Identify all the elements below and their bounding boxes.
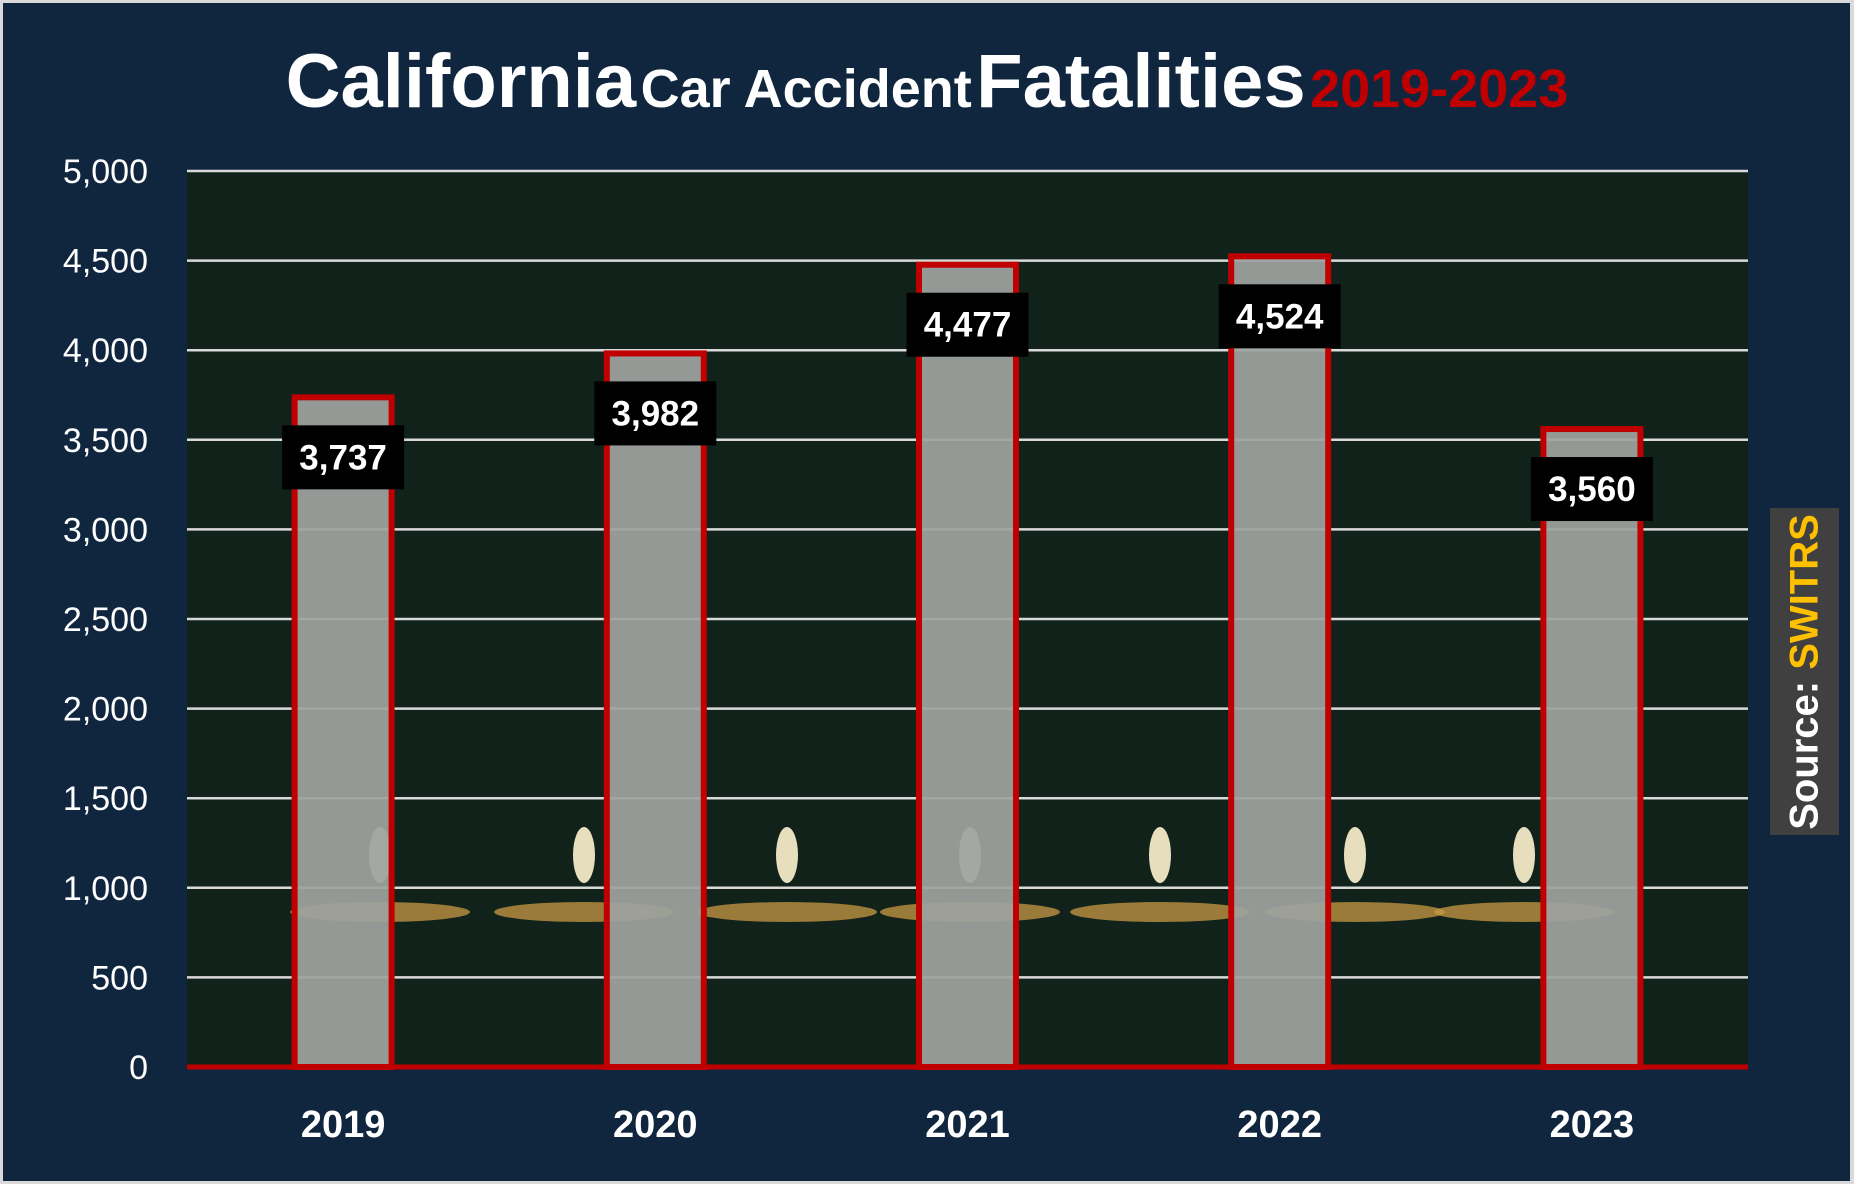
data-label: 3,737	[299, 438, 387, 477]
data-label: 3,982	[612, 394, 700, 433]
title-part-fatalities: Fatalities	[976, 39, 1306, 124]
y-tick-label: 1,000	[63, 870, 148, 908]
y-tick-label: 2,500	[63, 601, 148, 639]
flame-icon	[1149, 827, 1171, 883]
data-label: 3,560	[1548, 470, 1636, 509]
title-years: 2019-2023	[1310, 59, 1569, 119]
y-tick-label: 2,000	[63, 691, 148, 729]
y-tick-label: 5,000	[63, 153, 148, 191]
bar-2020	[603, 350, 707, 1070]
flame-icon	[1344, 827, 1366, 883]
y-tick-label: 3,500	[63, 422, 148, 460]
y-tick-label: 500	[91, 959, 148, 997]
y-tick-label: 3,000	[63, 511, 148, 549]
title-part-california: California	[285, 39, 637, 124]
x-tick-label: 2023	[1550, 1104, 1635, 1146]
flame-icon	[573, 827, 595, 883]
x-tick-label: 2022	[1237, 1104, 1322, 1146]
data-label-box	[1218, 284, 1341, 349]
candle-icon	[1070, 902, 1250, 922]
data-label-box	[282, 425, 405, 490]
data-label-box	[1530, 457, 1653, 522]
flame-icon	[1513, 827, 1535, 883]
x-tick-label: 2019	[301, 1104, 386, 1146]
data-label-box	[594, 381, 717, 446]
data-label: 4,524	[1236, 297, 1324, 336]
x-tick-label: 2021	[925, 1104, 1010, 1146]
y-tick-label: 4,500	[63, 243, 148, 281]
y-tick-label: 1,500	[63, 780, 148, 818]
source-name: SWITRS	[1782, 513, 1826, 670]
data-label: 4,477	[924, 306, 1012, 345]
data-label-box	[906, 292, 1029, 357]
chart-title: California Car Accident Fatalities 2019-…	[0, 38, 1854, 125]
title-part-car-accident: Car Accident	[640, 59, 972, 119]
bar-2021	[916, 261, 1019, 1070]
x-tick-label: 2020	[613, 1104, 698, 1146]
flame-icon	[776, 827, 798, 883]
y-tick-label: 0	[129, 1049, 148, 1087]
candle-icon	[697, 902, 877, 922]
bar-2022	[1228, 253, 1332, 1070]
source-box: Source: SWITRS	[1770, 508, 1839, 835]
bar-2019	[291, 394, 395, 1070]
source-label: Source:	[1782, 680, 1826, 830]
y-tick-label: 4,000	[63, 332, 148, 370]
bar-2023	[1540, 426, 1644, 1071]
